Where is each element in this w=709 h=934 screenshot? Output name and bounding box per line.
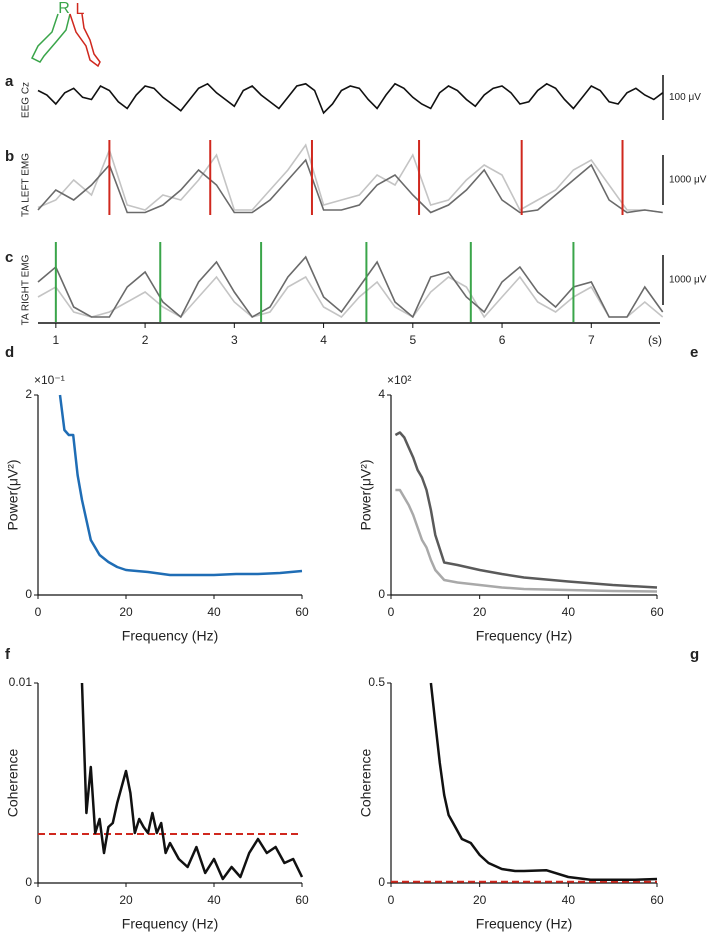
scale-bar-label: 1000 μV: [669, 175, 707, 186]
y-tick-label: 4: [378, 387, 385, 401]
x-tick-label: 1: [53, 333, 60, 347]
panel-label: e: [690, 344, 698, 361]
y-tick-label: 0.5: [368, 675, 385, 689]
x-tick-label: 40: [207, 893, 221, 907]
panel-label: c: [5, 249, 13, 266]
trace-line: [37, 255, 664, 319]
gait-icon: R L: [30, 0, 101, 68]
y-tick-label: 0: [378, 587, 385, 601]
series-line: [395, 488, 658, 593]
y-axis-label: Coherence: [5, 749, 21, 818]
x-tick-label: 0: [388, 893, 395, 907]
x-tick-label: 0: [35, 605, 42, 619]
x-tick-label: 60: [650, 605, 664, 619]
x-tick-label: 0: [35, 893, 42, 907]
x-tick-label: 40: [562, 605, 576, 619]
scale-bar-label: 100 μV: [669, 92, 701, 103]
x-tick-label: 0: [388, 605, 395, 619]
x-tick-label: 6: [499, 333, 506, 347]
x-tick-label: 60: [650, 893, 664, 907]
y-axis-label: Power(μV²): [5, 459, 21, 530]
x-tick-label: 5: [409, 333, 416, 347]
y-multiplier: ×10²: [387, 373, 411, 387]
trace-line: [37, 143, 663, 214]
trace-line: [37, 275, 664, 319]
x-tick-label: 20: [473, 605, 487, 619]
x-axis-label: Frequency (Hz): [476, 916, 572, 932]
right-leg: [30, 13, 71, 63]
x-tick-label: 7: [588, 333, 595, 347]
y-tick-label: 0: [25, 875, 32, 889]
trace-label: EEG Cz: [21, 82, 32, 118]
panel-label: f: [5, 646, 11, 663]
x-tick-label: 2: [142, 333, 149, 347]
y-axis-label: Power(μV²): [358, 459, 374, 530]
scale-bar-label: 1000 μV: [669, 275, 707, 286]
trace-label: TA RIGHT EMG: [21, 254, 32, 325]
y-tick-label: 0: [378, 875, 385, 889]
trace-label: TA LEFT EMG: [21, 153, 32, 217]
x-tick-label: 4: [320, 333, 327, 347]
x-axis-label: (s): [648, 333, 662, 347]
trace-line: [37, 82, 664, 115]
y-tick-label: 0.01: [9, 675, 33, 689]
x-axis-label: Frequency (Hz): [476, 628, 572, 644]
icon-label: R: [58, 0, 70, 17]
x-axis-label: Frequency (Hz): [122, 628, 218, 644]
x-tick-label: 40: [562, 893, 576, 907]
x-tick-label: 3: [231, 333, 238, 347]
x-tick-label: 40: [207, 605, 221, 619]
icon-label: L: [76, 1, 85, 18]
trace-line: [37, 158, 663, 214]
x-tick-label: 20: [473, 893, 487, 907]
x-tick-label: 60: [295, 893, 309, 907]
x-tick-label: 20: [119, 605, 133, 619]
panel-label: g: [690, 646, 699, 663]
panel-label: a: [5, 73, 14, 90]
y-axis-label: Coherence: [358, 749, 374, 818]
y-tick-label: 0: [25, 587, 32, 601]
series-line: [80, 682, 304, 881]
x-tick-label: 60: [295, 605, 309, 619]
series-line: [394, 431, 658, 589]
y-multiplier: ×10⁻¹: [34, 373, 65, 387]
y-tick-label: 2: [25, 387, 32, 401]
series-line: [58, 394, 303, 577]
panel-label: b: [5, 148, 14, 165]
x-axis-label: Frequency (Hz): [122, 916, 218, 932]
panel-label: d: [5, 344, 14, 361]
left-leg: [69, 13, 101, 68]
x-tick-label: 20: [119, 893, 133, 907]
series-line: [429, 682, 658, 882]
